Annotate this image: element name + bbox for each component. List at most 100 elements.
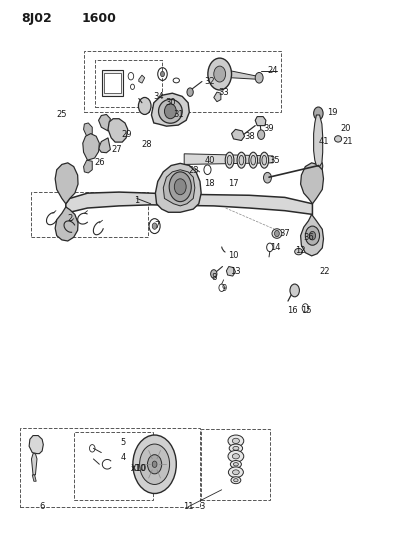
Text: 33: 33	[218, 87, 229, 96]
Polygon shape	[151, 93, 189, 126]
Circle shape	[211, 270, 217, 278]
Bar	[21, 428, 200, 507]
Circle shape	[305, 226, 320, 245]
Text: X10: X10	[131, 464, 147, 473]
Ellipse shape	[232, 438, 240, 443]
Text: 14: 14	[270, 244, 280, 253]
Circle shape	[214, 66, 226, 82]
Polygon shape	[163, 169, 195, 206]
Text: 10: 10	[228, 252, 239, 260]
Polygon shape	[99, 115, 110, 131]
Text: 38: 38	[244, 132, 255, 141]
Circle shape	[314, 107, 323, 120]
Ellipse shape	[249, 152, 257, 168]
Circle shape	[263, 172, 271, 183]
Text: 12: 12	[295, 246, 306, 255]
Text: 4: 4	[120, 454, 126, 463]
Circle shape	[315, 160, 323, 171]
Ellipse shape	[232, 454, 240, 459]
Ellipse shape	[227, 156, 232, 165]
Polygon shape	[155, 164, 201, 212]
Ellipse shape	[237, 152, 246, 168]
Bar	[31, 192, 148, 237]
Bar	[95, 60, 162, 107]
Polygon shape	[214, 92, 221, 102]
Ellipse shape	[228, 450, 244, 462]
Bar	[84, 51, 281, 112]
Ellipse shape	[228, 435, 244, 447]
Text: 11: 11	[183, 502, 193, 511]
Ellipse shape	[335, 136, 342, 142]
Ellipse shape	[260, 152, 268, 168]
Polygon shape	[255, 117, 266, 126]
Polygon shape	[99, 138, 110, 153]
Polygon shape	[314, 115, 323, 166]
Text: 23: 23	[189, 166, 199, 175]
Text: 24: 24	[268, 67, 278, 75]
Text: 6: 6	[40, 502, 45, 511]
Polygon shape	[83, 134, 99, 160]
Ellipse shape	[231, 477, 241, 483]
Polygon shape	[184, 154, 273, 165]
Ellipse shape	[234, 479, 238, 482]
Text: 35: 35	[270, 156, 280, 165]
Text: 34: 34	[153, 92, 164, 101]
Text: 7: 7	[154, 221, 159, 230]
Circle shape	[290, 284, 299, 297]
Circle shape	[139, 98, 151, 115]
Text: 26: 26	[94, 158, 105, 167]
Ellipse shape	[262, 156, 267, 165]
Polygon shape	[84, 160, 92, 173]
Ellipse shape	[158, 99, 182, 123]
Text: 39: 39	[264, 124, 274, 133]
Polygon shape	[227, 266, 236, 276]
Circle shape	[208, 58, 232, 90]
Circle shape	[160, 71, 164, 77]
Text: 40: 40	[205, 156, 215, 165]
Ellipse shape	[272, 229, 282, 238]
Text: 2: 2	[67, 214, 72, 223]
Text: 41: 41	[319, 137, 329, 146]
Text: 32: 32	[204, 77, 215, 86]
Circle shape	[147, 455, 162, 474]
Text: 3: 3	[199, 502, 205, 511]
Text: 29: 29	[122, 130, 132, 139]
Polygon shape	[102, 70, 123, 96]
Text: 27: 27	[112, 145, 122, 154]
Polygon shape	[108, 119, 128, 142]
Ellipse shape	[230, 461, 242, 468]
Ellipse shape	[233, 463, 238, 466]
Circle shape	[169, 172, 191, 201]
Text: 16: 16	[287, 305, 298, 314]
Circle shape	[152, 461, 157, 467]
Text: 25: 25	[57, 110, 67, 119]
Text: 1600: 1600	[82, 12, 117, 25]
Text: 30: 30	[165, 98, 176, 107]
Text: 5: 5	[120, 439, 126, 448]
Text: 22: 22	[319, 268, 329, 276]
Ellipse shape	[233, 447, 239, 450]
Ellipse shape	[228, 467, 244, 478]
Text: 8: 8	[211, 273, 217, 281]
Text: 21: 21	[343, 137, 353, 146]
Ellipse shape	[225, 152, 234, 168]
Text: 15: 15	[301, 305, 312, 314]
Ellipse shape	[251, 156, 255, 165]
Text: 31: 31	[173, 110, 184, 119]
Text: 1: 1	[134, 196, 139, 205]
Bar	[74, 432, 152, 500]
Polygon shape	[232, 130, 245, 141]
Text: 8J02: 8J02	[21, 12, 51, 25]
Circle shape	[257, 130, 265, 140]
Text: 37: 37	[280, 229, 290, 238]
Ellipse shape	[232, 470, 239, 474]
Polygon shape	[55, 207, 78, 241]
Circle shape	[152, 223, 157, 229]
Polygon shape	[66, 192, 312, 214]
Circle shape	[255, 72, 263, 83]
Circle shape	[174, 179, 186, 195]
Text: 18: 18	[204, 179, 215, 188]
Circle shape	[114, 125, 122, 136]
Polygon shape	[84, 123, 92, 136]
Circle shape	[274, 230, 279, 237]
